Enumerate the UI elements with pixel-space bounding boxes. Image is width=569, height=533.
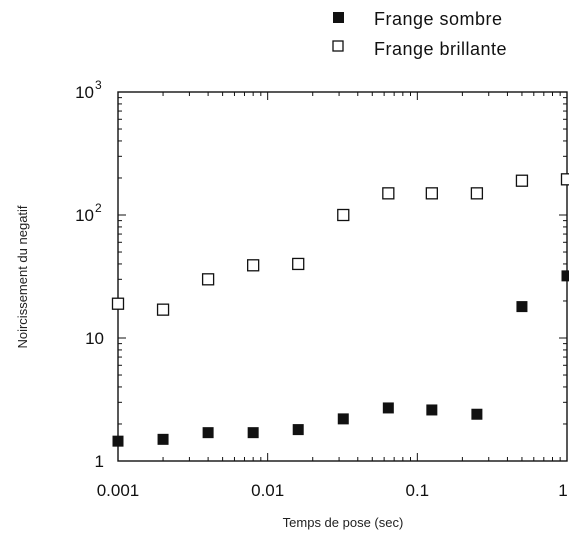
point-frange-brillante: [470, 187, 484, 200]
point-frange-sombre: [157, 433, 169, 445]
point-frange-sombre: [202, 427, 214, 439]
point-frange-sombre: [247, 427, 259, 439]
y-axis-title: Noircissement du negatif: [15, 205, 30, 348]
y-tick-label: 10: [85, 329, 104, 348]
point-frange-brillante: [560, 173, 569, 186]
y-tick-label: 10: [75, 206, 94, 225]
point-frange-brillante: [337, 208, 350, 222]
point-frange-sombre: [561, 270, 569, 282]
legend-marker-frange-brillante: [332, 40, 344, 52]
point-frange-sombre: [112, 435, 124, 447]
point-frange-sombre: [337, 413, 349, 425]
point-frange-brillante: [382, 187, 395, 200]
point-frange-brillante: [201, 273, 215, 286]
point-frange-brillante: [292, 257, 305, 271]
point-frange-brillante: [111, 297, 125, 310]
x-tick-label: 1: [558, 481, 567, 500]
data-points: [111, 173, 569, 447]
x-tick-label: 0.01: [251, 481, 284, 500]
legend-marker-frange-sombre: [333, 12, 344, 23]
y-tick-label-exponent: 2: [95, 201, 102, 215]
point-frange-sombre: [292, 424, 304, 436]
x-axis-title: Temps de pose (sec): [283, 515, 404, 530]
point-frange-brillante: [425, 187, 438, 200]
legend-label-frange-sombre: Frange sombre: [374, 9, 503, 29]
plot-frame: [117, 91, 568, 462]
point-frange-sombre: [426, 404, 438, 416]
legend: Frange sombre Frange brillante: [332, 9, 507, 59]
point-frange-sombre: [471, 408, 483, 420]
point-frange-brillante: [247, 259, 260, 272]
y-tick-label: 10: [75, 83, 94, 102]
point-frange-sombre: [516, 301, 528, 313]
x-tick-label: 0.1: [406, 481, 430, 500]
point-frange-sombre: [382, 402, 394, 414]
legend-label-frange-brillante: Frange brillante: [374, 39, 507, 59]
y-tick-label-exponent: 3: [95, 78, 102, 92]
point-frange-brillante: [156, 303, 170, 316]
x-tick-label: 0.001: [97, 481, 140, 500]
x-tick-labels: 0.001 0.01 0.1 1: [97, 481, 568, 500]
y-tick-label: 1: [95, 452, 104, 471]
axis-ticks: [117, 92, 567, 462]
point-frange-brillante: [515, 174, 529, 187]
